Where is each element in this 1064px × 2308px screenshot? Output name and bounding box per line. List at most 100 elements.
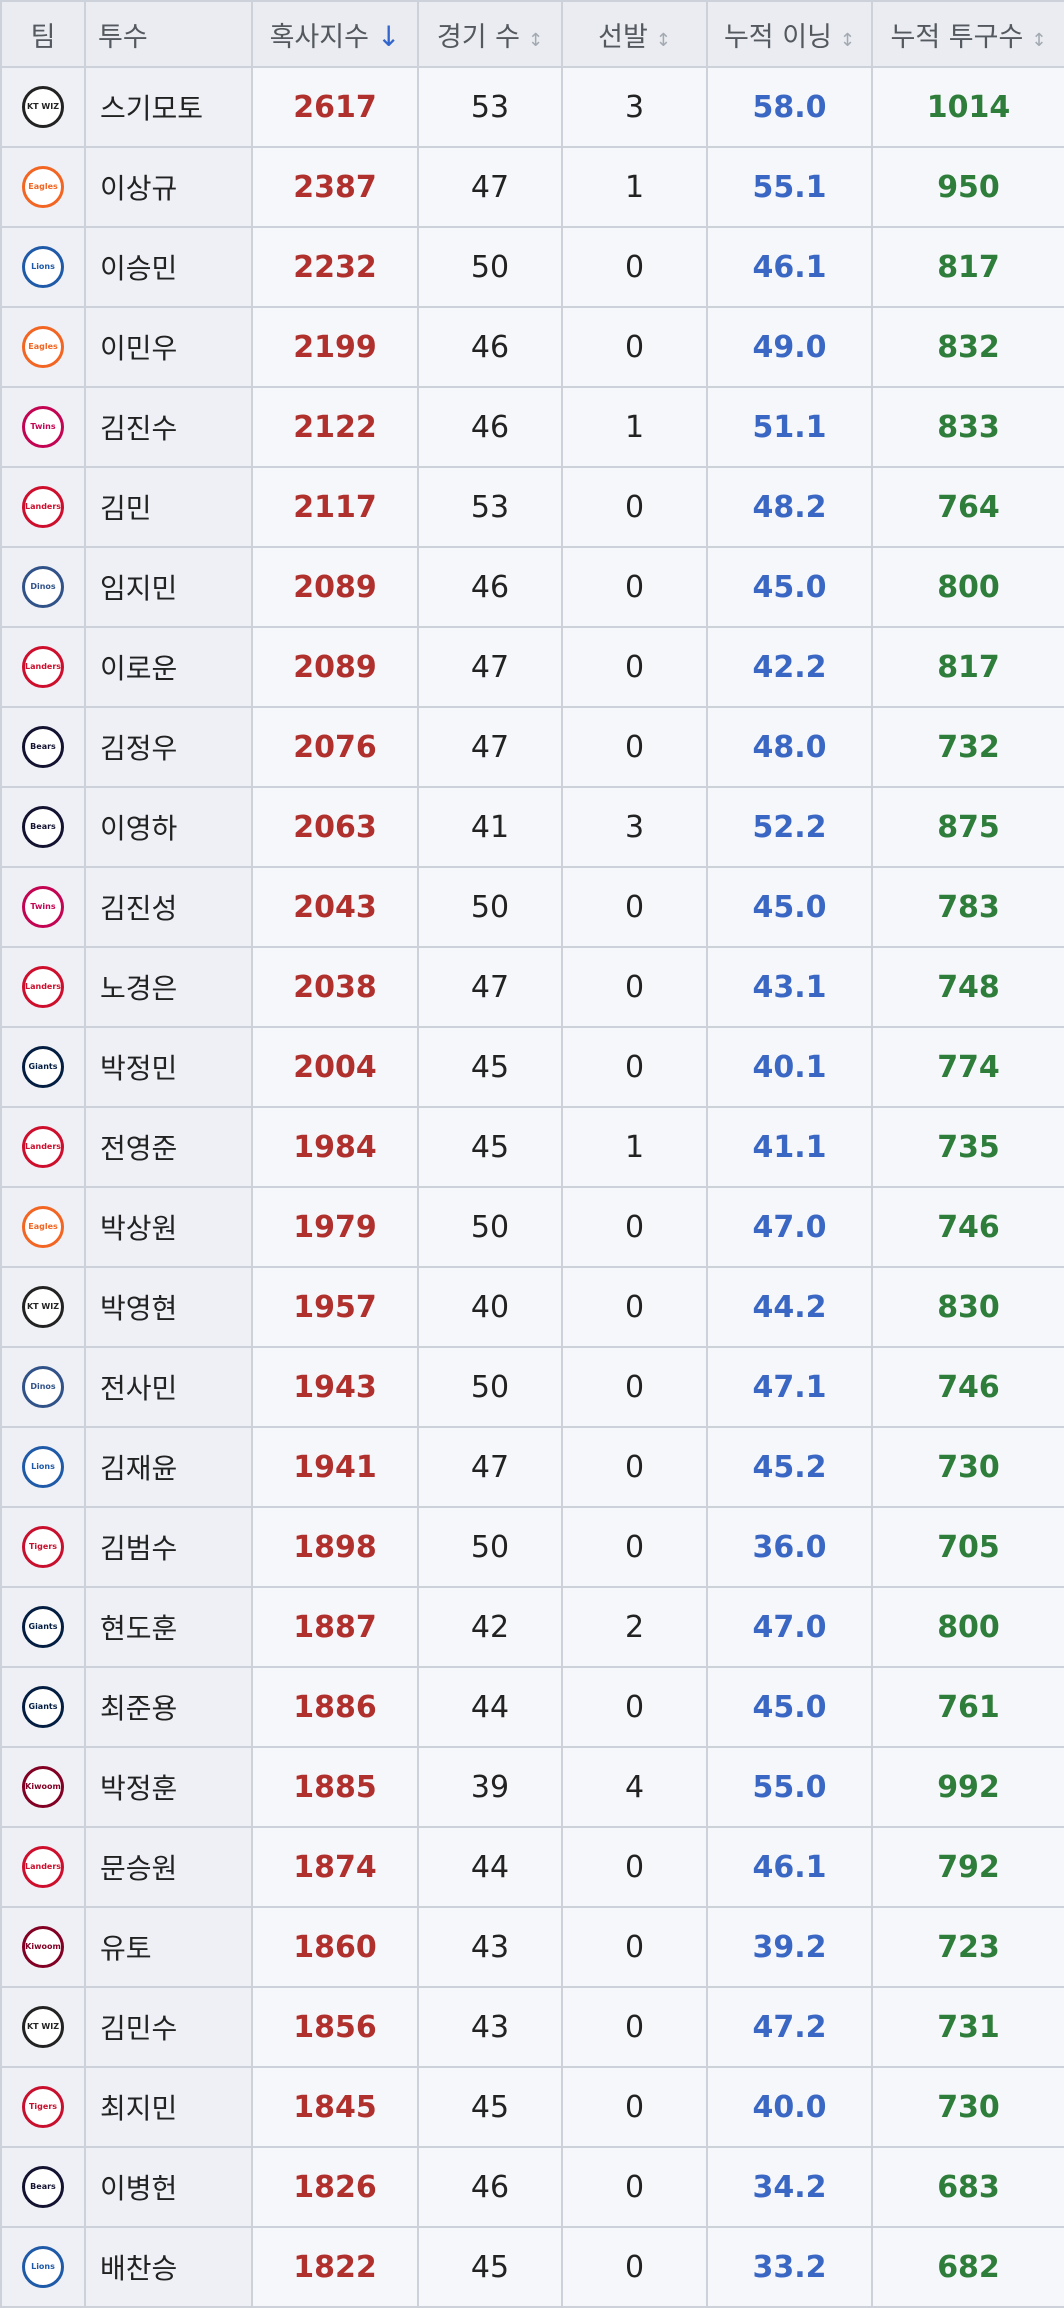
sort-icon[interactable]: ↕: [528, 29, 544, 51]
innings: 51.1: [752, 409, 827, 445]
pitcher[interactable]: 김범수: [100, 1532, 178, 1565]
pitcher[interactable]: 이상규: [100, 172, 178, 205]
games: 50: [470, 1529, 510, 1565]
pitcher[interactable]: 박영현: [100, 1292, 178, 1325]
games: 45: [470, 2249, 510, 2285]
pitches: 992: [937, 1769, 1000, 1805]
pitcher[interactable]: 김진성: [100, 892, 178, 925]
games-cell: 44: [417, 1826, 563, 1908]
innings-cell: 43.1: [706, 946, 873, 1028]
team-cell: Lions: [0, 2226, 86, 2308]
index-cell: 1957: [251, 1266, 419, 1348]
innings: 47.2: [752, 2009, 827, 2045]
starts-cell: 0: [561, 1346, 708, 1428]
starts-cell: 0: [561, 1266, 708, 1348]
starts: 0: [624, 2009, 645, 2045]
index: 1860: [293, 1929, 377, 1965]
column-header[interactable]: 혹사지수 ↓: [251, 0, 419, 68]
sort-icon[interactable]: ↕: [1031, 29, 1047, 51]
team-cell: Eagles: [0, 146, 86, 228]
pitcher[interactable]: 전영준: [100, 1132, 178, 1165]
index-cell: 1984: [251, 1106, 419, 1188]
pitcher[interactable]: 문승원: [100, 1852, 178, 1885]
team-logo: Landers: [22, 486, 64, 528]
pitcher[interactable]: 박정훈: [100, 1772, 178, 1805]
pitches-cell: 746: [871, 1346, 1064, 1428]
column-header[interactable]: 선발 ↕: [561, 0, 708, 68]
pitches-cell: 992: [871, 1746, 1064, 1828]
pitcher[interactable]: 김정우: [100, 732, 178, 765]
table-row: Tigers 김범수 1898 50 0 36.0 705: [0, 1506, 1064, 1588]
pitcher[interactable]: 배찬승: [100, 2252, 178, 2285]
starts-cell: 0: [561, 1666, 708, 1748]
column-header[interactable]: 누적 이닝 ↕: [706, 0, 873, 68]
starts: 0: [624, 249, 645, 285]
table-row: KT WIZ 스기모토 2617 53 3 58.0 1014: [0, 66, 1064, 148]
column-header[interactable]: 경기 수 ↕: [417, 0, 563, 68]
index: 1943: [293, 1369, 377, 1405]
table-row: KT WIZ 김민수 1856 43 0 47.2 731: [0, 1986, 1064, 2068]
team-logo: Landers: [22, 646, 64, 688]
sort-icon[interactable]: ↕: [655, 29, 671, 51]
pitcher[interactable]: 김진수: [100, 412, 178, 445]
index-cell: 1856: [251, 1986, 419, 2068]
starts: 0: [624, 2249, 645, 2285]
pitcher[interactable]: 박정민: [100, 1052, 178, 1085]
table-row: Eagles 이상규 2387 47 1 55.1 950: [0, 146, 1064, 228]
pitcher-cell: 문승원: [84, 1826, 253, 1908]
pitcher[interactable]: 현도훈: [100, 1612, 178, 1645]
pitcher[interactable]: 최준용: [100, 1692, 178, 1725]
pitcher[interactable]: 유토: [100, 1932, 152, 1965]
pitcher[interactable]: 김민수: [100, 2012, 178, 2045]
pitches-cell: 1014: [871, 66, 1064, 148]
innings-cell: 46.1: [706, 1826, 873, 1908]
pitcher[interactable]: 이영하: [100, 812, 178, 845]
pitcher[interactable]: 김재윤: [100, 1452, 178, 1485]
starts: 0: [624, 329, 645, 365]
pitcher[interactable]: 노경은: [100, 972, 178, 1005]
pitcher-cell: 이로운: [84, 626, 253, 708]
team-logo: Eagles: [22, 166, 64, 208]
team-logo: Dinos: [22, 1366, 64, 1408]
pitcher[interactable]: 박상원: [100, 1212, 178, 1245]
innings-cell: 46.1: [706, 226, 873, 308]
sort-icon[interactable]: ↓: [376, 19, 401, 53]
sort-icon[interactable]: ↕: [839, 29, 856, 51]
index-cell: 1885: [251, 1746, 419, 1828]
starts: 3: [624, 809, 645, 845]
pitcher[interactable]: 이병헌: [100, 2172, 178, 2205]
pitcher[interactable]: 이승민: [100, 252, 178, 285]
pitcher[interactable]: 최지민: [100, 2092, 178, 2125]
starts: 0: [624, 489, 645, 525]
games: 47: [470, 649, 510, 685]
games-cell: 47: [417, 146, 563, 228]
table-body: KT WIZ 스기모토 2617 53 3 58.0 1014 Eagles 이상규 2387 47…: [0, 66, 1064, 2308]
games: 44: [470, 1689, 510, 1725]
index: 1898: [293, 1529, 377, 1565]
pitcher[interactable]: 김민: [100, 492, 152, 525]
pitcher[interactable]: 임지민: [100, 572, 178, 605]
starts-cell: 0: [561, 1426, 708, 1508]
index-cell: 1886: [251, 1666, 419, 1748]
team-logo: Eagles: [22, 1206, 64, 1248]
pitcher[interactable]: 전사민: [100, 1372, 178, 1405]
pitches: 950: [937, 169, 1000, 205]
index-cell: 1826: [251, 2146, 419, 2228]
column-header[interactable]: 누적 투구수 ↕: [871, 0, 1064, 68]
pitcher[interactable]: 이로운: [100, 652, 178, 685]
table-row: Lions 이승민 2232 50 0 46.1 817: [0, 226, 1064, 308]
pitches-cell: 730: [871, 2066, 1064, 2148]
team-cell: Landers: [0, 1826, 86, 1908]
team-cell: Tigers: [0, 2066, 86, 2148]
starts: 0: [624, 1529, 645, 1565]
pitcher[interactable]: 이민우: [100, 332, 178, 365]
header-text: 선발: [598, 21, 648, 53]
table-row: Kiwoom 박정훈 1885 39 4 55.0 992: [0, 1746, 1064, 1828]
pitcher[interactable]: 스기모토: [100, 92, 204, 125]
starts-cell: 0: [561, 1506, 708, 1588]
innings: 49.0: [752, 329, 827, 365]
games: 44: [470, 1849, 510, 1885]
pitches-cell: 830: [871, 1266, 1064, 1348]
index: 2063: [293, 809, 377, 845]
